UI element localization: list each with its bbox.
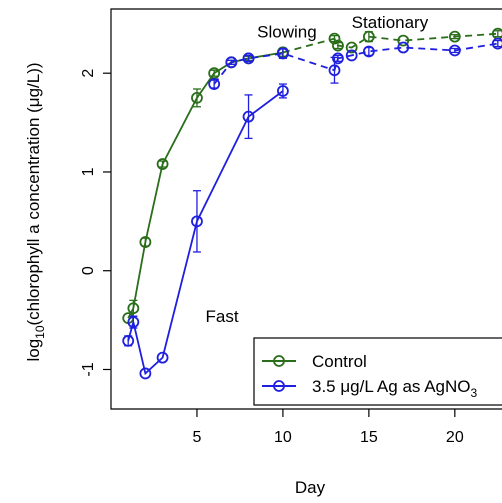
control-point xyxy=(448,30,461,43)
control-point xyxy=(332,39,344,52)
silver-point xyxy=(448,44,461,57)
y-tick-label: 2 xyxy=(80,69,97,78)
legend: Control 3.5 μg/L Ag as AgNO3 xyxy=(253,337,502,406)
legend-silver-marker xyxy=(273,380,285,392)
x-tick-label: 5 xyxy=(193,429,202,446)
silver-point xyxy=(362,45,375,58)
control-point xyxy=(139,236,152,248)
legend-box xyxy=(253,337,502,406)
silver-point xyxy=(127,316,140,328)
annotation-slowing: Slowing xyxy=(257,23,317,42)
silver-point xyxy=(242,110,255,123)
annotation-fast: Fast xyxy=(206,307,239,326)
annotation-stationary: Stationary xyxy=(352,13,429,32)
plot-frame xyxy=(110,8,502,410)
legend-silver-label: 3.5 μg/L Ag as AgNO3 xyxy=(312,377,478,400)
legend-silver-label-subscript: 3 xyxy=(471,386,478,400)
annotations: Fast Slowing Stationary xyxy=(206,13,429,326)
legend-item-silver: 3.5 μg/L Ag as AgNO3 xyxy=(262,377,478,400)
legend-control-marker xyxy=(273,355,285,367)
x-tick-label: 10 xyxy=(274,429,292,446)
y-axis-title: log10(chlorophyll a concentration (μg/L)… xyxy=(24,62,47,361)
silver-point xyxy=(139,367,152,380)
y-tick-label: 0 xyxy=(80,266,97,275)
y-tick-label: -1 xyxy=(80,362,97,376)
y-axis-title-subscript: 10 xyxy=(33,325,47,339)
control-point xyxy=(362,30,375,43)
control-point xyxy=(345,41,358,54)
x-axis-title: Day xyxy=(295,478,326,497)
silver-point xyxy=(397,41,410,54)
silver-point xyxy=(242,52,255,65)
silver-point xyxy=(277,85,289,97)
silver-point xyxy=(122,334,135,347)
legend-item-control: Control xyxy=(262,352,367,371)
control-point xyxy=(328,32,341,45)
y-tick-label: 1 xyxy=(80,167,97,176)
series-layer xyxy=(122,27,502,380)
control-point xyxy=(127,302,140,315)
silver-point xyxy=(225,56,238,69)
silver-point xyxy=(332,52,344,65)
x-tick-label: 15 xyxy=(360,429,378,446)
silver-point xyxy=(491,37,502,50)
control-point xyxy=(191,91,203,104)
control-point xyxy=(397,34,410,47)
x-tick-label: 20 xyxy=(446,429,464,446)
silver-point xyxy=(328,64,341,77)
control-solid-line xyxy=(127,51,284,319)
legend-control-label: Control xyxy=(312,352,367,371)
axes: 5 10 15 20 -1 0 1 2 xyxy=(80,69,464,446)
silver-point xyxy=(208,78,221,90)
silver-point xyxy=(156,351,169,364)
silver-solid-line xyxy=(127,90,284,376)
silver-point xyxy=(277,47,289,60)
silver-point xyxy=(191,215,203,228)
silver-point xyxy=(345,49,358,62)
control-point xyxy=(156,158,169,170)
